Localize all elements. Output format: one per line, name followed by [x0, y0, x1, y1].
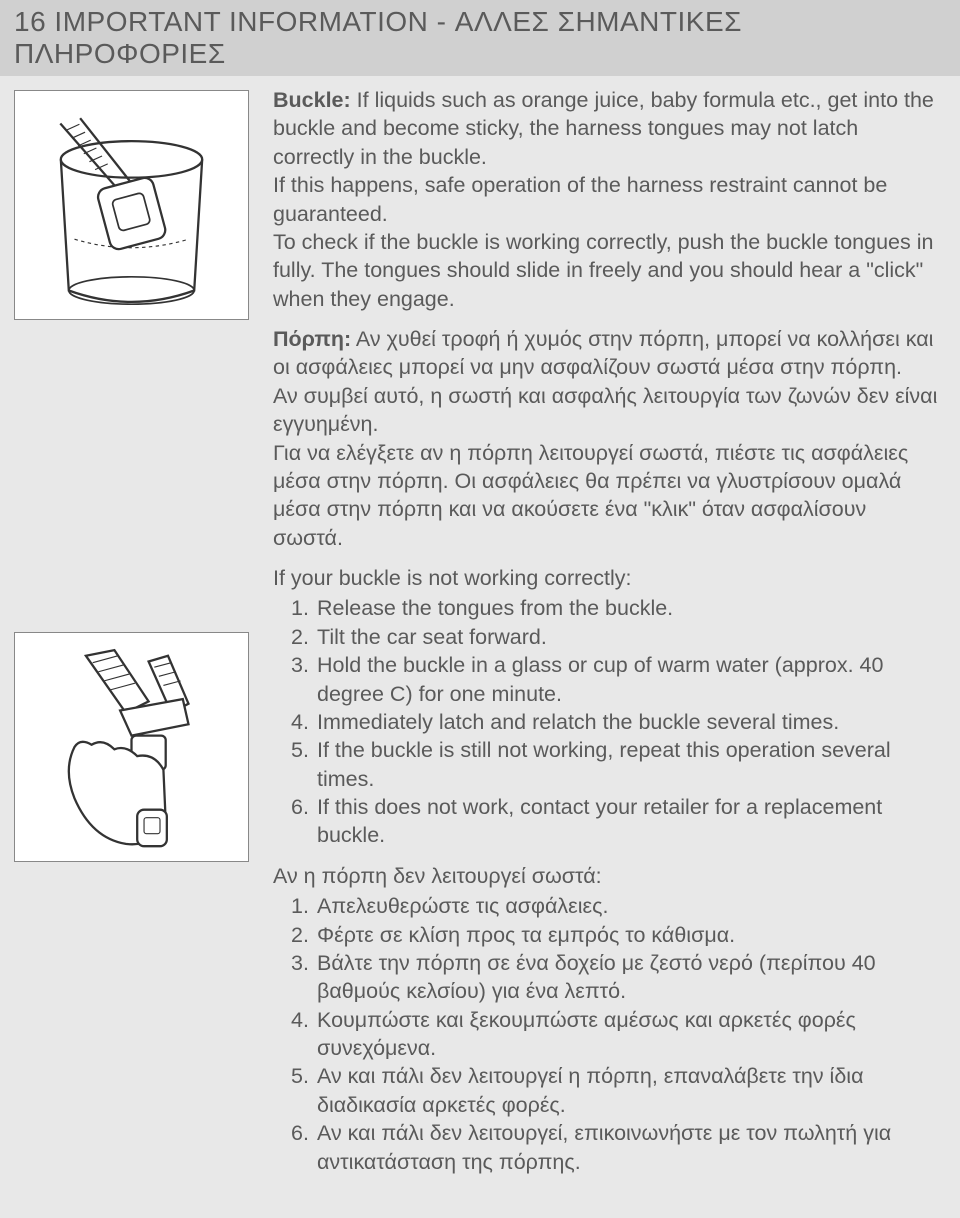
en-item-5: If the buckle is still not working, repe…	[317, 736, 942, 793]
list-item: 6.Αν και πάλι δεν λειτουργεί, επικοινωνή…	[291, 1119, 942, 1176]
en-item-3: Hold the buckle in a glass or cup of war…	[317, 651, 942, 708]
list-item: 1.Release the tongues from the buckle.	[291, 594, 942, 622]
en-item-2: Tilt the car seat forward.	[317, 623, 942, 651]
list-item: 4.Κουμπώστε και ξεκουμπώστε αμέσως και α…	[291, 1006, 942, 1063]
gr-item-4: Κουμπώστε και ξεκουμπώστε αμέσως και αρκ…	[317, 1006, 942, 1063]
gr-buckle-text: Αν χυθεί τροφή ή χυμός στην πόρπη, μπορε…	[273, 327, 933, 379]
list-item: 1.Απελευθερώστε τις ασφάλειες.	[291, 892, 942, 920]
list-item: 5.If the buckle is still not working, re…	[291, 736, 942, 793]
list-item: 3.Hold the buckle in a glass or cup of w…	[291, 651, 942, 708]
list-item: 3.Βάλτε την πόρπη σε ένα δοχείο με ζεστό…	[291, 949, 942, 1006]
illustration-hand-buckle	[14, 632, 249, 862]
gr-item-1: Απελευθερώστε τις ασφάλειες.	[317, 892, 942, 920]
text-column: Buckle: If liquids such as orange juice,…	[273, 86, 942, 1176]
en-list-heading: If your buckle is not working correctly:	[273, 564, 942, 592]
en-item-4: Immediately latch and relatch the buckle…	[317, 708, 942, 736]
en-p3: To check if the buckle is working correc…	[273, 230, 933, 311]
list-item: 2.Φέρτε σε κλίση προς τα εμπρός το κάθισ…	[291, 921, 942, 949]
en-buckle-label: Buckle:	[273, 88, 351, 112]
en-list: 1.Release the tongues from the buckle. 2…	[291, 594, 942, 849]
gr-item-5: Αν και πάλι δεν λειτουργεί η πόρπη, επαν…	[317, 1062, 942, 1119]
gr-list-heading: Αν η πόρπη δεν λειτουργεί σωστά:	[273, 862, 942, 890]
en-buckle-para: Buckle: If liquids such as orange juice,…	[273, 86, 942, 313]
content-area: Buckle: If liquids such as orange juice,…	[0, 76, 960, 1176]
gr-item-6: Αν και πάλι δεν λειτουργεί, επικοινωνήστ…	[317, 1119, 942, 1176]
page-header: 16 IMPORTANT INFORMATION - ΑΛΛΕΣ ΣΗΜΑΝΤΙ…	[0, 0, 960, 76]
list-item: 6.If this does not work, contact your re…	[291, 793, 942, 850]
gr-p3: Για να ελέγξετε αν η πόρπη λειτουργεί σω…	[273, 441, 908, 550]
gr-buckle-para: Πόρπη: Αν χυθεί τροφή ή χυμός στην πόρπη…	[273, 325, 942, 552]
en-item-1: Release the tongues from the buckle.	[317, 594, 942, 622]
gr-item-2: Φέρτε σε κλίση προς τα εμπρός το κάθισμα…	[317, 921, 942, 949]
illustration-column	[8, 86, 273, 1176]
gr-p2: Αν συμβεί αυτό, η σωστή και ασφαλής λειτ…	[273, 384, 937, 436]
en-p2: If this happens, safe operation of the h…	[273, 173, 887, 225]
illustration-buckle-in-glass	[14, 90, 249, 320]
gr-item-3: Βάλτε την πόρπη σε ένα δοχείο με ζεστό ν…	[317, 949, 942, 1006]
list-item: 5.Αν και πάλι δεν λειτουργεί η πόρπη, επ…	[291, 1062, 942, 1119]
en-buckle-text: If liquids such as orange juice, baby fo…	[273, 88, 934, 169]
list-item: 4.Immediately latch and relatch the buck…	[291, 708, 942, 736]
gr-buckle-label: Πόρπη:	[273, 327, 351, 351]
gr-list: 1.Απελευθερώστε τις ασφάλειες. 2.Φέρτε σ…	[291, 892, 942, 1176]
en-item-6: If this does not work, contact your reta…	[317, 793, 942, 850]
list-item: 2.Tilt the car seat forward.	[291, 623, 942, 651]
